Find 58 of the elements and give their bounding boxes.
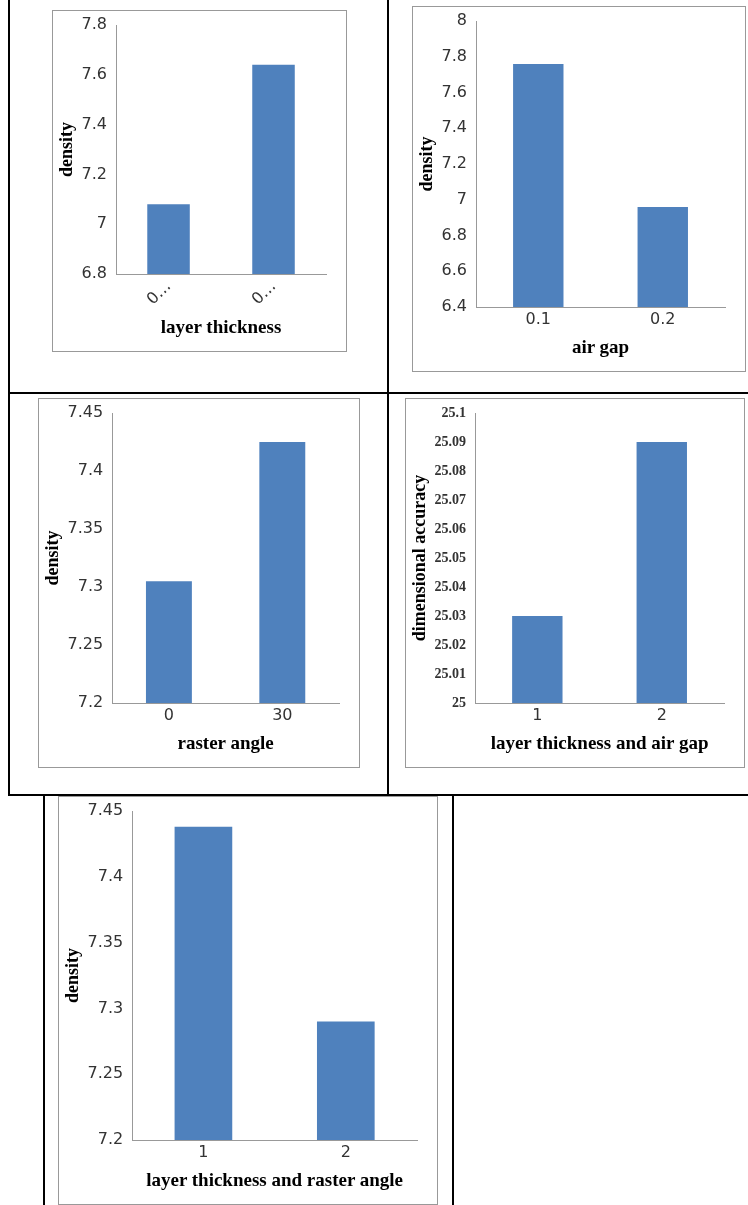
y-tick-label: 7.35: [67, 518, 104, 538]
y-tick-label: 7.8: [81, 14, 108, 34]
x-tick-label: 2: [340, 1141, 351, 1161]
x-axis-title: layer thickness: [160, 315, 282, 337]
x-axis-title: layer thickness and raster angle: [146, 1168, 404, 1190]
y-tick-label: 7.2: [81, 163, 108, 183]
x-tick-label: 30: [272, 704, 293, 724]
x-axis-title: air gap: [571, 335, 630, 357]
y-axis-title: dimensional accuracy: [409, 474, 430, 642]
x-tick-label: 0.2: [650, 308, 676, 328]
y-axis-title: density: [42, 530, 63, 586]
x-tick-label: 0…: [247, 276, 280, 309]
y-tick-label: 25.1: [441, 404, 467, 420]
y-tick-label: 25.01: [434, 665, 467, 681]
x-tick-label: 1: [198, 1141, 209, 1161]
y-tick-label: 7.45: [87, 800, 124, 820]
y-tick-label: 25: [452, 694, 467, 710]
y-tick-label: 25.06: [434, 520, 467, 536]
y-tick-label: 25.05: [434, 549, 467, 565]
x-axis-title: layer thickness and air gap: [490, 731, 709, 753]
y-tick-label: 6.8: [441, 224, 468, 244]
y-tick-label: 25.03: [434, 607, 467, 623]
y-tick-label: 7.4: [97, 865, 124, 885]
y-tick-label: 7.3: [97, 997, 124, 1017]
y-tick-label: 6.4: [441, 296, 468, 316]
y-tick-label: 8: [456, 10, 468, 30]
y-tick-label: 7.6: [441, 81, 468, 101]
y-tick-label: 7: [456, 188, 468, 208]
y-tick-label: 7.3: [77, 576, 104, 596]
x-tick-label: 0: [163, 704, 175, 724]
y-axis-title: density: [416, 136, 437, 192]
y-tick-label: 7.4: [81, 113, 108, 133]
y-tick-label: 7: [96, 213, 108, 233]
x-tick-label: 1: [532, 704, 543, 724]
x-tick-label: 0.1: [525, 308, 552, 328]
x-tick-label: 0…: [142, 276, 175, 309]
y-tick-label: 6.6: [441, 260, 468, 280]
y-tick-label: 7.25: [87, 1063, 124, 1083]
y-tick-label: 25.04: [434, 578, 467, 594]
y-axis-title: density: [56, 122, 77, 178]
y-tick-label: 7.45: [67, 402, 104, 422]
y-tick-label: 6.8: [81, 263, 108, 283]
y-tick-label: 7.2: [77, 692, 104, 712]
y-tick-label: 7.8: [441, 45, 468, 65]
y-tick-label: 7.2: [97, 1129, 124, 1149]
y-tick-label: 7.4: [77, 460, 104, 480]
x-tick-label: 2: [656, 704, 667, 724]
y-tick-label: 7.4: [441, 117, 468, 137]
y-tick-label: 7.35: [87, 931, 124, 951]
x-axis-title: raster angle: [177, 731, 274, 753]
y-tick-label: 7.25: [67, 634, 104, 654]
y-tick-label: 7.2: [441, 153, 468, 173]
y-tick-label: 25.08: [434, 462, 467, 478]
y-tick-label: 25.07: [434, 491, 467, 507]
y-tick-label: 7.6: [81, 63, 108, 83]
y-tick-label: 25.02: [434, 636, 467, 652]
y-axis-title: density: [62, 947, 83, 1004]
y-tick-label: 25.09: [434, 433, 467, 449]
